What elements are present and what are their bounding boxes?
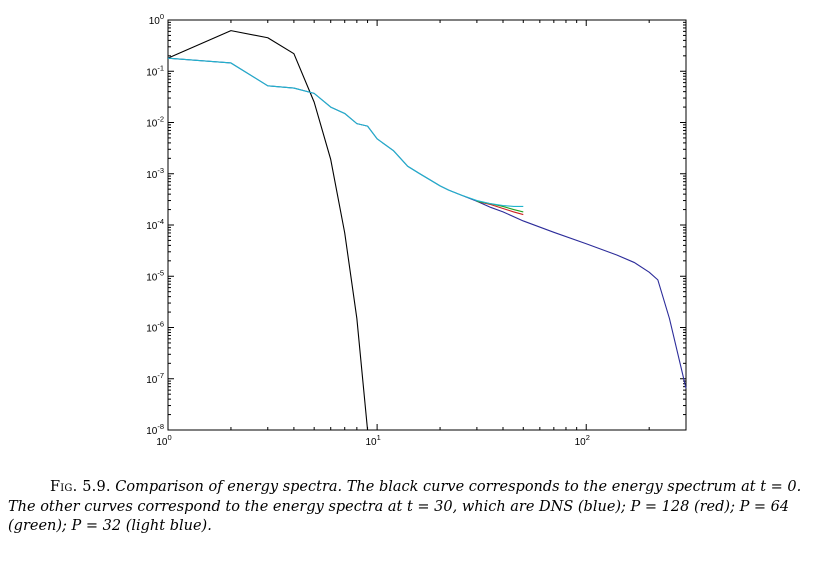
- caption-label: Fig. 5.9.: [50, 479, 111, 495]
- energy-spectra-chart: 100 101 102 100 10-1 10-2 10-3 10-4 10-5 10-6 10-7…: [146, 12, 687, 448]
- y-tick-label: 10-7: [146, 371, 164, 386]
- y-tick-label: 100: [149, 12, 164, 27]
- y-tick-label: 10-1: [146, 63, 164, 78]
- plot-area: [167, 19, 687, 431]
- figure-caption: Fig. 5.9. Comparison of energy spectra. …: [8, 478, 830, 537]
- caption-text: Comparison of energy spectra. The black …: [8, 479, 802, 534]
- x-tick-label: 100: [156, 433, 171, 448]
- series-line-2: [476, 200, 524, 216]
- series-line-0: [167, 30, 369, 431]
- y-tick-label: 10-6: [146, 320, 164, 335]
- x-tick-label: 101: [365, 433, 380, 448]
- data-series: [167, 30, 687, 431]
- y-tick-label: 10-5: [146, 268, 164, 283]
- y-tick-label: 10-4: [146, 217, 164, 232]
- y-tick-label: 10-3: [146, 166, 164, 181]
- axis-tick-labels: 100 101 102 100 10-1 10-2 10-3 10-4 10-5 10-6 10-7…: [146, 12, 590, 448]
- axis-ticks: [167, 19, 687, 431]
- y-tick-label: 10-8: [146, 422, 164, 437]
- series-line-4: [167, 57, 524, 208]
- x-tick-label: 102: [575, 433, 590, 448]
- y-tick-label: 10-2: [146, 115, 164, 130]
